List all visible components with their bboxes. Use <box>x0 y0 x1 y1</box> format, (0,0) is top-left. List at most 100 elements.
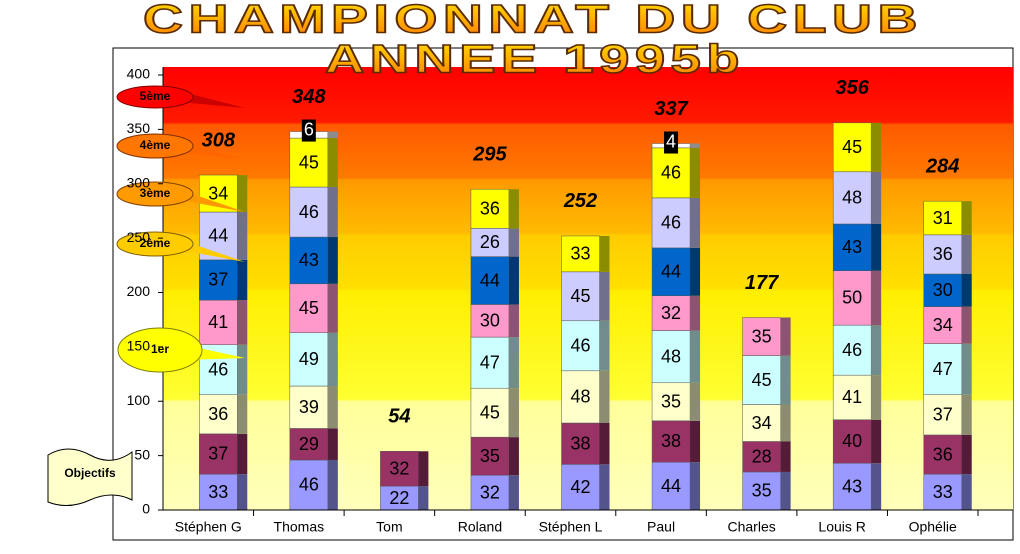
value-label: 34 <box>208 183 228 203</box>
bar-side <box>327 428 338 460</box>
value-label: 48 <box>661 346 681 366</box>
bar-segment: 44 <box>470 256 519 305</box>
bar-side <box>871 325 882 376</box>
bar-front <box>470 304 510 338</box>
bar-side <box>327 187 338 238</box>
bar-front <box>561 271 600 322</box>
bar-side <box>327 237 338 284</box>
bar-segment: 26 <box>470 228 519 257</box>
bar-front <box>651 295 691 331</box>
bar-segment: 39 <box>289 385 338 429</box>
callouts: 5ème 4ème 3ème 2ème 1er Objectifs <box>47 85 245 506</box>
bar-front <box>832 462 872 511</box>
bar-side <box>690 143 701 148</box>
bar-segment: 45 <box>561 271 610 322</box>
bar-side <box>961 394 972 435</box>
value-label: 48 <box>842 188 862 208</box>
bar-segment: 33 <box>561 235 610 273</box>
value-label: 37 <box>208 270 228 290</box>
bar-side <box>871 270 882 326</box>
bar-front <box>923 200 962 236</box>
value-label: 44 <box>661 476 681 496</box>
bar-side <box>327 386 338 429</box>
value-label: 47 <box>480 352 500 372</box>
value-label: 38 <box>570 433 590 453</box>
value-label: 39 <box>299 397 319 417</box>
bar-side <box>418 451 429 487</box>
value-label: 46 <box>661 213 681 233</box>
bar-front <box>561 370 600 424</box>
callout-1 <box>117 327 203 373</box>
bar-segment: 50 <box>832 270 882 326</box>
x-tick-label: Charles <box>727 519 775 535</box>
bar-front <box>651 330 691 384</box>
bar-segment: 41 <box>832 374 882 420</box>
bar-side <box>871 122 882 172</box>
bar-side <box>237 212 248 260</box>
bar-side <box>508 304 519 338</box>
bar-side <box>599 370 610 423</box>
value-label: 46 <box>570 336 590 356</box>
chart-subtitle: ANNEE 1995b <box>325 38 745 82</box>
bar-side <box>237 344 248 395</box>
bar-front <box>470 336 510 389</box>
bar-segment: 29 <box>289 428 338 461</box>
y-tick-label: 50 <box>134 446 150 462</box>
bar-front <box>651 420 691 463</box>
bar-side <box>508 228 519 257</box>
value-label: 45 <box>299 298 319 318</box>
total-label: 295 <box>472 143 507 165</box>
bar-side <box>327 131 338 139</box>
bar-side <box>690 330 701 383</box>
bar-segment: 46 <box>832 324 882 376</box>
x-tick-label: Louis R <box>818 519 865 535</box>
bar-side <box>871 375 882 420</box>
bar-side <box>508 189 519 229</box>
value-label: 36 <box>933 444 953 464</box>
bar-side <box>961 343 972 395</box>
bar-segment: 30 <box>923 273 972 307</box>
bar-front <box>561 422 600 465</box>
bar-side <box>508 437 519 476</box>
value-label: 45 <box>842 137 862 157</box>
bar-side <box>780 441 791 472</box>
y-tick-label: 400 <box>127 66 151 82</box>
bar-front <box>832 324 872 376</box>
bar-front <box>742 404 781 442</box>
bar-side <box>237 474 248 510</box>
value-label: 32 <box>389 458 409 478</box>
bar-side <box>327 332 338 387</box>
bar-segment: 36 <box>470 188 519 229</box>
value-label: 26 <box>480 232 500 252</box>
plot: 33 37 36 46 41 37 44 34 46 29 39 49 45 43 46 45 6 22 32 32 3… <box>199 119 972 511</box>
total-label: 348 <box>292 86 326 108</box>
bar-front <box>470 474 510 511</box>
value-label: 44 <box>208 226 228 246</box>
value-label: 46 <box>661 163 681 183</box>
y-tick-label: 0 <box>142 501 150 517</box>
bar-front <box>289 186 329 238</box>
bar-segment: 37 <box>923 394 972 436</box>
bar-segment: 35 <box>742 317 791 356</box>
bar-front <box>289 283 329 333</box>
bar-side <box>780 471 791 510</box>
bar-segment: 35 <box>651 382 701 422</box>
bar-segment: 32 <box>380 451 429 487</box>
bar-segment: 30 <box>470 304 519 338</box>
value-label: 33 <box>208 482 228 502</box>
bar-segment: 28 <box>742 441 791 473</box>
value-label: 47 <box>933 359 953 379</box>
callout-text: 1er <box>151 342 169 356</box>
bar-front <box>923 434 962 475</box>
bar-side <box>237 259 248 301</box>
bar-front <box>923 343 962 395</box>
value-label: 32 <box>661 303 681 323</box>
value-label: 29 <box>299 434 319 454</box>
bar-front <box>832 223 872 272</box>
bar-front <box>470 228 510 257</box>
bar-side <box>871 419 882 464</box>
bar-side <box>237 300 248 345</box>
bar-front <box>832 122 872 173</box>
y-tick-label: 350 <box>127 120 151 136</box>
callout-5 <box>116 85 194 109</box>
